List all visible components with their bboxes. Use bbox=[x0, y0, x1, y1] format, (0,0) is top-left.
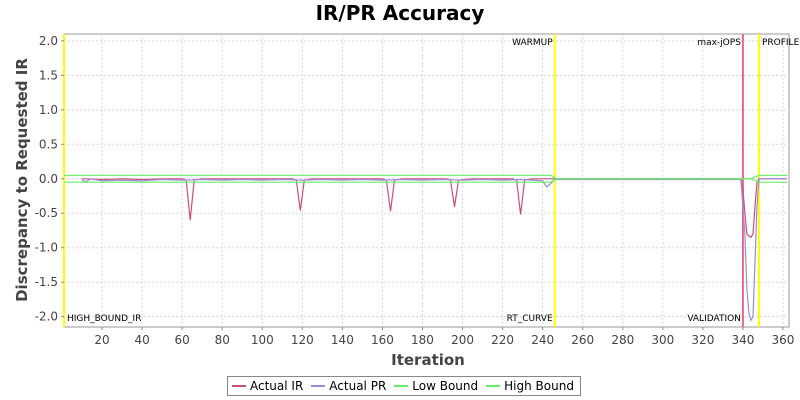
marker-label: WARMUP bbox=[512, 38, 553, 48]
x-tick-label: 100 bbox=[251, 333, 274, 347]
series-lines bbox=[64, 174, 787, 322]
legend-label: Actual PR bbox=[329, 379, 387, 393]
x-tick-label: 200 bbox=[451, 333, 474, 347]
series-line bbox=[81, 178, 787, 322]
x-tick-label: 180 bbox=[411, 333, 434, 347]
y-tick-label: 1.0 bbox=[39, 103, 58, 117]
legend-item: High Bound bbox=[486, 379, 574, 393]
x-tick-label: 40 bbox=[134, 333, 149, 347]
legend-swatch bbox=[486, 385, 501, 387]
x-tick-label: 80 bbox=[215, 333, 230, 347]
y-tick-label: -2.0 bbox=[35, 310, 58, 324]
chart-title: IR/PR Accuracy bbox=[316, 1, 485, 25]
y-tick-label: -0.5 bbox=[35, 206, 58, 220]
legend-swatch bbox=[232, 385, 246, 387]
legend-item: Actual PR bbox=[311, 379, 386, 393]
y-tick-label: 2.0 bbox=[39, 34, 58, 48]
marker-label: VALIDATION bbox=[687, 314, 741, 324]
x-tick-label: 220 bbox=[491, 333, 514, 347]
legend-item: Low Bound bbox=[394, 379, 478, 393]
x-tick-label: 340 bbox=[731, 333, 754, 347]
legend: Actual IR Actual PR Low Bound High Bound bbox=[227, 376, 581, 396]
y-tick-label: 0.0 bbox=[39, 172, 58, 186]
y-axis-label: Discrepancy to Requested IR bbox=[13, 58, 31, 302]
x-tick-label: 20 bbox=[94, 333, 109, 347]
marker-label: RT_CURVE bbox=[507, 314, 553, 324]
y-tick-label: -1.0 bbox=[35, 241, 58, 255]
x-tick-label: 120 bbox=[291, 333, 314, 347]
x-tick-label: 60 bbox=[175, 333, 190, 347]
x-tick-label: 260 bbox=[571, 333, 594, 347]
y-tick-label: 1.5 bbox=[39, 68, 58, 82]
x-tick-label: 140 bbox=[331, 333, 354, 347]
x-tick-label: 360 bbox=[772, 333, 795, 347]
y-tick-label: 0.5 bbox=[39, 137, 58, 151]
y-axis-ticks: 2.0 1.5 1.0 0.5 0.0 -0.5 -1.0 -1.5 -2.0 bbox=[35, 34, 64, 324]
legend-item: Actual IR bbox=[232, 379, 303, 393]
legend-label: Low Bound bbox=[412, 379, 479, 393]
marker-lines: HIGH_BOUND_IR RT_CURVE WARMUP max-jOPS VALID… bbox=[63, 34, 800, 327]
y-tick-label: -1.5 bbox=[35, 275, 58, 289]
legend-label: High Bound bbox=[504, 379, 574, 393]
marker-label: HIGH_BOUND_IR bbox=[67, 314, 141, 324]
x-axis-label: Iteration bbox=[391, 351, 465, 369]
series-line bbox=[64, 174, 787, 180]
legend-label: Actual IR bbox=[250, 379, 304, 393]
x-axis-ticks: 20 40 60 80 100 120 140 160 180 200 220 240 260 280 30… bbox=[94, 327, 794, 347]
x-tick-label: 300 bbox=[651, 333, 674, 347]
x-tick-label: 280 bbox=[611, 333, 634, 347]
x-tick-label: 240 bbox=[531, 333, 554, 347]
grid-lines bbox=[64, 34, 789, 327]
marker-label: max-jOPS bbox=[697, 38, 741, 48]
legend-swatch bbox=[394, 385, 409, 387]
legend-swatch bbox=[311, 385, 326, 387]
marker-label: PROFILE bbox=[762, 38, 800, 48]
x-tick-label: 320 bbox=[691, 333, 714, 347]
x-tick-label: 160 bbox=[371, 333, 394, 347]
